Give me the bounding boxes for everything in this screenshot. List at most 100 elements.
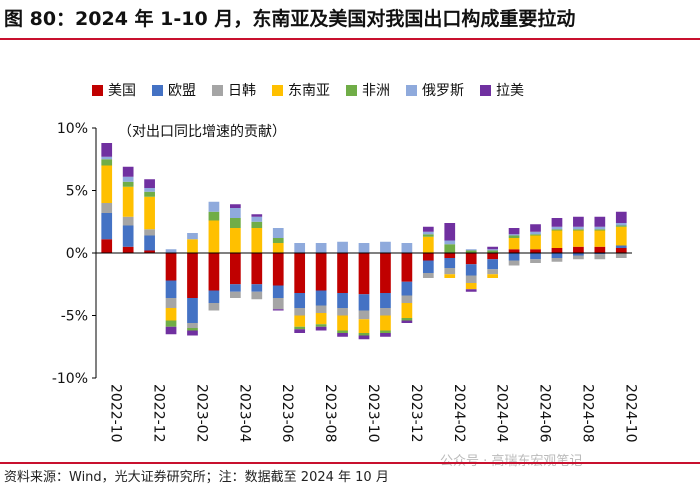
y-tick-label: 0% [66, 246, 88, 262]
legend-label: 日韩 [228, 83, 256, 99]
bar-segment [594, 254, 606, 260]
bar-segment [508, 235, 520, 238]
bar-segment [508, 260, 520, 266]
bar-segment [444, 274, 456, 278]
bar-segment [615, 225, 627, 227]
bar-segment [422, 234, 434, 237]
bar-segment [465, 275, 477, 283]
bar-segment [101, 156, 113, 160]
bar-segment [272, 309, 284, 311]
x-tick-label: 2024-04 [494, 384, 510, 443]
bar-segment [101, 213, 113, 240]
legend-swatch [346, 84, 357, 96]
bar-segment [358, 294, 370, 311]
bar-segment [272, 238, 284, 243]
bar-segment [101, 165, 113, 203]
bar-segment [422, 253, 434, 261]
bar-segment [551, 253, 563, 258]
bar-segment [208, 290, 220, 303]
bar-segment [551, 258, 563, 262]
bar-segment [358, 333, 370, 336]
bar-segment [230, 253, 241, 285]
bar-segment [208, 211, 220, 221]
bar-segment [551, 218, 563, 227]
x-tick-label: 2023-02 [193, 384, 209, 443]
bar-segment [208, 220, 220, 253]
footer-divider [0, 462, 700, 464]
bar-segment [230, 228, 241, 253]
bar-segment [401, 303, 413, 318]
bar-segment [358, 243, 370, 253]
bar-segment [444, 253, 456, 258]
y-tick-label: -5% [61, 309, 88, 325]
bar-segment [230, 204, 241, 208]
legend-label: 欧盟 [168, 83, 196, 99]
bar-segment [165, 253, 177, 281]
bar-segment [251, 291, 263, 300]
bar-segment [208, 253, 220, 291]
bar-segment [101, 143, 113, 157]
bar-segment [272, 298, 284, 310]
bar-segment [165, 298, 177, 308]
bar-segment [551, 229, 563, 231]
legend-item: 日韩 [212, 80, 256, 100]
bar-segment [487, 250, 498, 253]
bar-segment [465, 283, 477, 290]
bar-segment [272, 228, 284, 238]
bar-segment [401, 243, 413, 253]
y-tick-label: 5% [66, 184, 88, 200]
chart-annotation: （对出口同比增速的贡献） [118, 124, 286, 140]
bar-segment [315, 326, 327, 331]
bar-segment [530, 235, 541, 250]
bar-segment [465, 289, 477, 292]
bar-segment [573, 253, 584, 256]
x-tick-label: 2022-12 [151, 384, 167, 443]
bar-segment [422, 236, 434, 253]
bar-segment [422, 273, 434, 278]
bar-segment [315, 324, 327, 327]
bar-segment [101, 159, 113, 166]
bar-segment [487, 249, 498, 251]
legend-item: 东南亚 [272, 80, 330, 100]
bar-segment [251, 253, 263, 285]
bar-segment [337, 293, 348, 308]
bar-segment [530, 224, 541, 232]
bar-segment [144, 191, 155, 197]
bar-segment [594, 229, 606, 231]
x-tick-label: 2023-08 [322, 384, 338, 443]
bar-segment [165, 249, 177, 253]
bar-segment [315, 313, 327, 325]
bar-segment [251, 284, 263, 292]
bar-segment [315, 305, 327, 313]
bar-segment [101, 203, 113, 213]
legend-swatch [406, 84, 417, 96]
bar-segment [358, 319, 370, 333]
bar-segment [230, 208, 241, 218]
bar-segment [337, 241, 348, 253]
bar-segment [380, 253, 391, 293]
bar-segment [380, 333, 391, 337]
legend-swatch [480, 84, 491, 96]
bar-segment [615, 223, 627, 226]
bar-segment [165, 320, 177, 327]
bar-segment [422, 226, 434, 232]
x-tick-label: 2024-02 [451, 384, 467, 443]
bar-segment [251, 221, 263, 228]
bar-segment [358, 310, 370, 320]
bar-segment [144, 235, 155, 251]
bar-segment [444, 258, 456, 268]
bar-segment [294, 308, 306, 316]
bar-segment [487, 274, 498, 278]
bar-segment [487, 269, 498, 275]
bar-segment [272, 285, 284, 298]
title-divider [0, 38, 700, 40]
bar-segment [144, 250, 155, 253]
bar-segment [187, 233, 198, 240]
bar-segment [615, 211, 627, 223]
bar-segment [422, 231, 434, 235]
bar-segment [530, 231, 541, 235]
bar-segment [315, 253, 327, 291]
bar-segment [508, 249, 520, 253]
bar-segment [508, 253, 520, 261]
